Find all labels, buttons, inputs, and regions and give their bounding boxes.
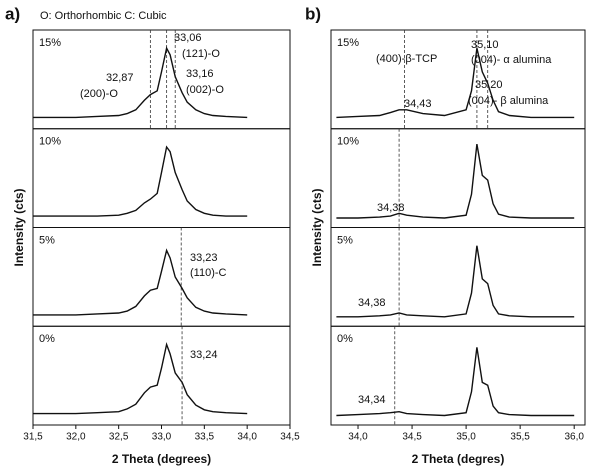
x-tick-label: 36,0 — [564, 432, 584, 443]
subplot-frame — [330, 325, 586, 426]
pattern-curve — [33, 342, 248, 415]
x-axis-label: 2 Theta (degres) — [412, 452, 505, 466]
y-axis-label: Intensity (cts) — [310, 188, 324, 266]
subplot-label: 15% — [39, 37, 61, 49]
peak-note: (400)-β-TCP — [376, 53, 437, 65]
peak-label: 33,23 — [190, 252, 218, 264]
peak-label: 33,06 — [174, 32, 202, 44]
pattern-curve — [336, 245, 575, 318]
subplot-frame — [32, 227, 291, 327]
subplot-label: 15% — [337, 37, 359, 49]
subplot-frame — [330, 128, 586, 228]
subplot-frame — [32, 325, 291, 426]
subplot-frame — [32, 29, 291, 130]
x-tick-label: 34,0 — [237, 432, 257, 443]
x-tick-label: 35,5 — [510, 432, 530, 443]
subplot-frame — [32, 128, 291, 228]
peak-label: 33,16 — [186, 68, 214, 80]
subplot-frame — [330, 227, 586, 327]
subplot-label: 0% — [39, 333, 55, 345]
pattern-curve — [336, 48, 575, 119]
peak-label: 35,10 — [471, 39, 499, 51]
peak-note: (004)- β alumina — [468, 95, 549, 107]
peak-label: 32,87 — [106, 72, 134, 84]
x-tick-label: 33,5 — [195, 432, 215, 443]
peak-label: 34,43 — [404, 98, 432, 110]
peak-label: 34,34 — [358, 394, 386, 406]
pattern-curve — [336, 143, 575, 219]
x-tick-label: 32,5 — [109, 432, 129, 443]
subplot-label: 5% — [337, 234, 353, 246]
pattern-curve — [33, 248, 248, 316]
x-tick-label: 35,0 — [456, 432, 476, 443]
pattern-curve — [336, 347, 575, 417]
peak-note: (004)- α alumina — [471, 54, 552, 66]
panel-label: a) — [5, 4, 20, 23]
peak-label: 34,38 — [358, 297, 386, 309]
pattern-curve — [33, 145, 248, 217]
subplot-label: 10% — [337, 136, 359, 148]
panel-label: b) — [305, 4, 321, 23]
x-tick-label: 34,5 — [280, 432, 300, 443]
peak-note: (121)-O — [182, 48, 220, 60]
x-tick-label: 33,0 — [152, 432, 172, 443]
x-tick-label: 34,0 — [348, 432, 368, 443]
y-axis-label: Intensity (cts) — [12, 188, 26, 266]
subplot-label: 5% — [39, 234, 55, 246]
peak-label: 33,24 — [190, 349, 218, 361]
peak-note: (110)-C — [190, 267, 227, 279]
legend-text: O: Orthorhombic C: Cubic — [40, 10, 167, 22]
x-tick-label: 31,5 — [23, 432, 43, 443]
x-tick-label: 32,0 — [66, 432, 86, 443]
x-axis-label: 2 Theta (degrees) — [112, 452, 211, 466]
subplot-label: 0% — [337, 333, 353, 345]
subplot-label: 10% — [39, 136, 61, 148]
pattern-curve — [33, 46, 248, 119]
x-tick-label: 34,5 — [402, 432, 422, 443]
subplot-frame — [330, 29, 586, 130]
peak-note: (200)-O — [80, 88, 118, 100]
peak-note: (002)-O — [186, 84, 224, 96]
peak-label: 34,38 — [377, 202, 405, 214]
